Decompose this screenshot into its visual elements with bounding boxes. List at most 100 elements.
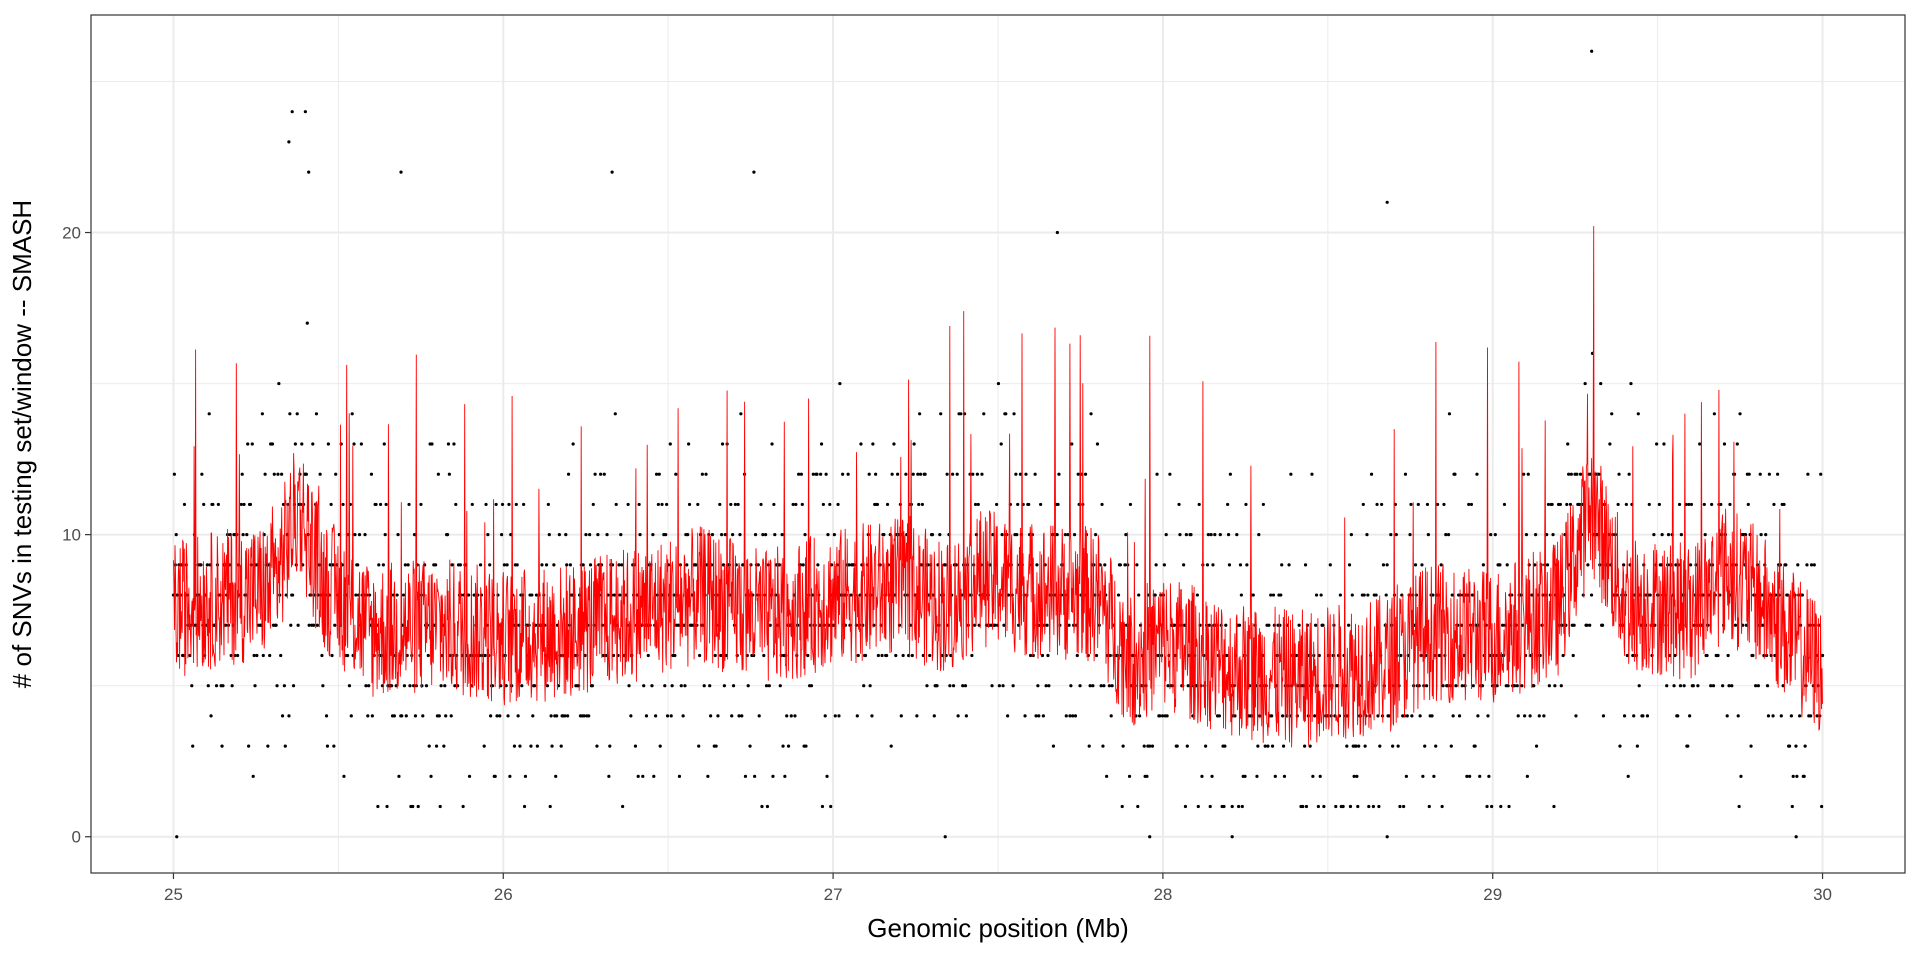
data-point	[379, 502, 383, 507]
data-point	[1055, 533, 1059, 537]
data-point	[1040, 653, 1045, 658]
data-point	[1585, 623, 1589, 627]
data-point	[916, 472, 920, 476]
data-point	[522, 804, 527, 809]
data-point	[918, 412, 922, 416]
data-point	[478, 563, 483, 567]
data-point	[1738, 412, 1742, 416]
data-point	[1374, 593, 1378, 597]
data-point	[413, 714, 418, 718]
data-point	[427, 744, 431, 748]
data-point	[311, 442, 315, 446]
data-point	[261, 653, 265, 658]
data-point	[1567, 472, 1571, 476]
data-point	[855, 714, 859, 718]
data-point	[1352, 774, 1356, 778]
data-point	[1489, 533, 1493, 537]
data-point	[518, 744, 522, 748]
data-point	[1185, 744, 1189, 748]
data-point	[1195, 593, 1199, 597]
data-point	[799, 472, 803, 476]
data-point	[679, 684, 683, 688]
data-point	[1586, 563, 1590, 567]
data-point	[748, 744, 752, 748]
data-point	[341, 502, 345, 507]
data-point	[757, 714, 761, 718]
data-point	[614, 502, 618, 507]
data-point	[764, 684, 769, 688]
data-point	[820, 804, 825, 809]
data-point	[1208, 804, 1212, 809]
data-point	[1251, 593, 1255, 597]
data-point	[1486, 714, 1490, 718]
data-point	[190, 684, 194, 688]
data-point	[1281, 714, 1285, 718]
data-point	[819, 442, 824, 446]
data-point	[1237, 623, 1242, 627]
data-point	[1016, 502, 1020, 507]
data-point	[346, 653, 350, 658]
data-point	[467, 593, 471, 597]
data-point	[919, 563, 924, 567]
data-point	[714, 744, 718, 748]
data-point	[1610, 412, 1614, 416]
data-point	[1404, 774, 1408, 778]
data-point	[1109, 714, 1113, 718]
data-point	[1688, 714, 1692, 718]
data-point	[923, 472, 927, 476]
data-point	[1389, 533, 1393, 537]
data-point	[1767, 472, 1771, 476]
data-point	[777, 563, 781, 567]
data-point	[399, 170, 403, 174]
data-point	[1226, 502, 1230, 507]
data-point	[1136, 804, 1140, 809]
data-point	[1226, 533, 1231, 537]
data-point	[1162, 563, 1166, 567]
data-point	[1028, 653, 1033, 658]
data-point	[1444, 533, 1448, 537]
data-point	[1423, 744, 1427, 748]
data-point	[1371, 804, 1375, 809]
data-point	[1712, 412, 1716, 416]
data-point	[824, 472, 828, 476]
data-point	[1440, 804, 1444, 809]
data-point	[1225, 653, 1229, 658]
data-point	[716, 714, 720, 718]
data-point	[1083, 472, 1088, 476]
data-point	[565, 563, 569, 567]
data-point	[1280, 563, 1284, 567]
data-point	[500, 502, 505, 507]
data-point	[1270, 744, 1275, 748]
data-point	[293, 442, 297, 446]
data-point	[1403, 472, 1408, 476]
data-point	[1676, 714, 1680, 718]
data-point	[533, 684, 537, 688]
data-point	[677, 774, 682, 778]
data-point	[1408, 533, 1412, 537]
data-point	[811, 472, 815, 476]
data-point	[770, 442, 774, 446]
data-point	[305, 321, 309, 325]
data-point	[1387, 714, 1391, 718]
data-point	[1413, 563, 1418, 567]
data-point	[484, 502, 488, 507]
data-point	[1485, 804, 1489, 809]
data-point	[1746, 502, 1750, 507]
data-point	[1217, 714, 1221, 718]
data-point	[502, 563, 506, 567]
data-point	[290, 110, 294, 114]
data-point	[529, 744, 533, 748]
data-point	[806, 653, 810, 658]
y-tick-label: 20	[62, 224, 81, 243]
data-point	[1094, 533, 1098, 537]
data-point	[654, 472, 659, 476]
data-point	[1809, 714, 1813, 718]
data-point	[504, 684, 508, 688]
data-point	[595, 744, 599, 748]
data-point	[434, 744, 439, 748]
data-point	[1391, 744, 1395, 748]
data-point	[1055, 230, 1059, 235]
data-point	[577, 684, 581, 688]
data-point	[359, 442, 363, 446]
data-point	[1631, 653, 1635, 658]
